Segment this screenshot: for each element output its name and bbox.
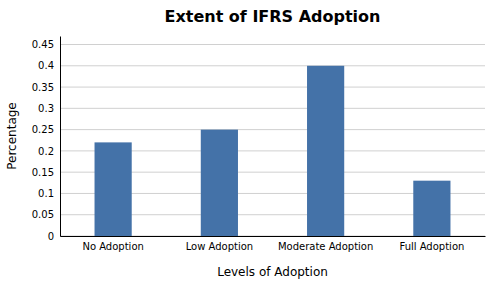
grid-line (60, 44, 485, 45)
tick: No Adoption (82, 236, 143, 252)
tick: Full Adoption (399, 236, 464, 252)
tick: Low Adoption (186, 236, 254, 252)
tick-label: Low Adoption (186, 241, 254, 252)
bar (201, 130, 238, 236)
bar (95, 142, 132, 236)
tick: 0.25 (32, 124, 60, 135)
tick-label: 0.45 (32, 39, 54, 50)
tick-label: 0 (48, 231, 54, 242)
tick-label: 0.1 (38, 188, 54, 199)
tick: 0.1 (38, 188, 60, 199)
tick: 0.45 (32, 39, 60, 50)
tick-label: 0.25 (32, 124, 54, 135)
grid (60, 45, 485, 236)
tick-label: 0.3 (38, 103, 54, 114)
grid-line (60, 87, 485, 88)
x-axis-label: Levels of Adoption (217, 265, 328, 279)
tick-label: 0.4 (38, 60, 54, 71)
y-axis: 0 0.05 0.1 0.15 0.2 0.25 0.3 0.35 0.4 0.45 (32, 37, 61, 242)
tick: 0.35 (32, 82, 60, 93)
tick: 0.4 (38, 60, 60, 71)
tick-label: 0.35 (32, 82, 54, 93)
tick: Moderate Adoption (278, 236, 373, 252)
grid-line (60, 108, 485, 109)
tick-label: 0.2 (38, 146, 54, 157)
plot-area (95, 66, 451, 236)
bar (413, 181, 450, 236)
axis-line (61, 236, 486, 237)
tick: 0.15 (32, 167, 60, 178)
grid-line (60, 65, 485, 66)
tick-label: Moderate Adoption (278, 241, 373, 252)
tick-label: 0.05 (32, 209, 54, 220)
tick-label: Full Adoption (399, 241, 464, 252)
tick: 0.3 (38, 103, 60, 114)
tick-label: 0.15 (32, 167, 54, 178)
y-axis-label: Percentage (5, 102, 19, 170)
chart-svg: 0 0.05 0.1 0.15 0.2 0.25 0.3 0.35 0.4 0.45 No Adop… (0, 0, 500, 290)
tick-label: No Adoption (82, 241, 143, 252)
grid-line (60, 129, 485, 130)
title: Extent of IFRS Adoption (165, 7, 381, 26)
chart-container: 0 0.05 0.1 0.15 0.2 0.25 0.3 0.35 0.4 0.45 No Adop… (0, 0, 500, 290)
tick: 0.2 (38, 146, 60, 157)
axis-line (60, 37, 61, 237)
bar (307, 66, 344, 236)
tick: 0 (48, 231, 60, 242)
x-axis: No Adoption Low Adoption Moderate Adoption… (61, 236, 486, 252)
tick: 0.05 (32, 209, 60, 220)
